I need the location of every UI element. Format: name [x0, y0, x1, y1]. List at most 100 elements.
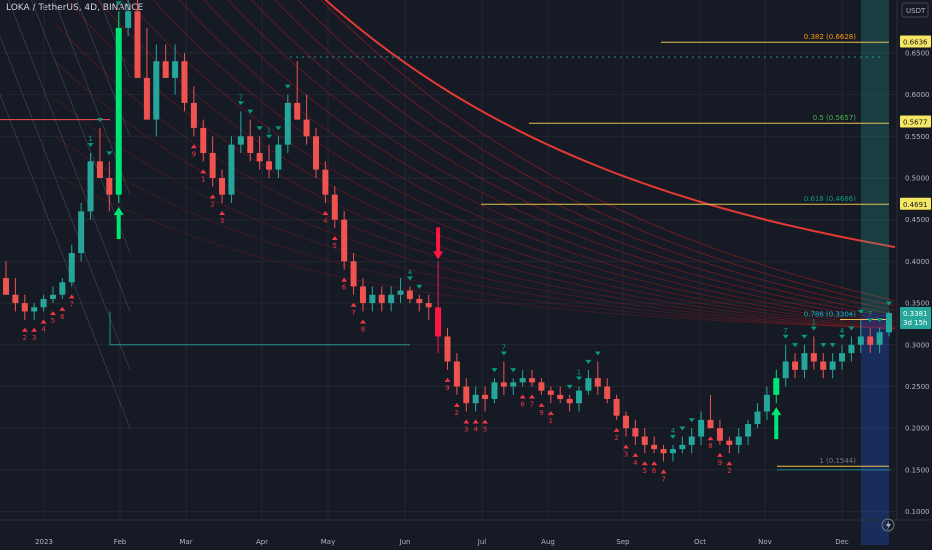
candle-body — [557, 394, 564, 400]
y-tick-label: 0.1000 — [905, 508, 930, 516]
ma-band-line-grey — [0, 94, 131, 429]
ma-band-line-grey — [53, 0, 131, 195]
sell-signal-marker — [68, 294, 75, 299]
candle-body — [651, 444, 658, 450]
signal-count-red: 7 — [70, 300, 74, 308]
candle-body — [669, 449, 676, 454]
x-tick-label: Aug — [541, 538, 555, 546]
sell-signal-marker — [209, 194, 216, 199]
signal-count-red: 5 — [333, 242, 337, 250]
buy-signal-marker — [247, 109, 254, 114]
signal-count-green: 7 — [239, 93, 243, 101]
candle-body — [397, 290, 404, 295]
candle-body — [87, 161, 94, 212]
buy-signal-marker — [406, 276, 413, 281]
big-buy-arrow — [116, 213, 121, 240]
candle-body — [754, 411, 761, 425]
signal-count-red: 6 — [652, 467, 657, 475]
signal-count-green: 4 — [671, 427, 676, 435]
buy-signal-marker — [857, 309, 864, 314]
ma-band-line — [54, 60, 896, 330]
candle-body — [190, 102, 197, 128]
ma-band-line — [178, 0, 896, 324]
candle-body — [153, 61, 160, 120]
buy-signal-marker — [810, 326, 817, 331]
candle-body — [40, 298, 47, 308]
candle-body — [200, 127, 207, 153]
ma-band-line — [54, 173, 896, 329]
countdown-text: 3d 15h — [903, 319, 927, 327]
y-tick-label: 0.3000 — [905, 341, 930, 349]
fibonacci-retracement: 0 (0.9770)0.236 (0.7829)0.382 (0.6628)0.… — [481, 33, 889, 467]
signal-count-green: 1 — [577, 369, 581, 377]
buy-signal-marker — [237, 101, 244, 106]
signal-count-red: 5 — [51, 317, 55, 325]
price-label-box — [900, 35, 931, 48]
candle-body — [547, 390, 554, 395]
ma-band-line — [97, 0, 896, 329]
signal-count-red: 6 — [60, 313, 65, 321]
y-tick-label: 0.4500 — [905, 216, 930, 224]
buy-signal-marker — [96, 117, 103, 122]
buy-signal-marker — [679, 426, 686, 431]
fib-level-label: 1 (0.1544) — [819, 457, 856, 465]
signal-count-green: 1 — [267, 127, 271, 135]
price-axis[interactable]: USDT 0.6500 0.6000 0.5500 0.5000 0.4500 0.4000… — [896, 0, 931, 520]
time-axis[interactable]: 2023 Feb Mar Apr May Jun Jul Aug Sep Oct Nov Dec — [0, 518, 932, 546]
buy-signal-marker — [585, 359, 592, 364]
ma-band-line — [274, 0, 896, 311]
y-tick-label: 0.4000 — [905, 258, 930, 266]
candle-body — [275, 144, 282, 170]
signal-count-red: 9 — [539, 409, 543, 417]
buy-signal-marker — [886, 301, 892, 306]
candle-body — [312, 136, 319, 170]
x-tick-label: Nov — [758, 538, 772, 546]
candle-body — [444, 336, 451, 362]
x-tick-label: Jul — [477, 538, 487, 546]
candle-body — [115, 27, 122, 195]
candle-body — [322, 169, 329, 195]
buy-signal-marker — [829, 343, 836, 348]
candle-body — [735, 436, 742, 445]
signal-count-green: 4 — [408, 268, 413, 276]
candle-body — [106, 178, 113, 195]
signal-count-red: 2 — [23, 334, 27, 342]
signal-count-red: 5 — [483, 426, 487, 434]
candle-body — [12, 294, 19, 304]
signal-count-red: 2 — [614, 434, 618, 442]
ma-band-line — [54, 23, 896, 330]
candle-body — [763, 394, 770, 412]
buy-signal-marker — [576, 376, 583, 381]
candle-body — [538, 382, 545, 391]
candle-body — [21, 303, 28, 312]
sell-signal-marker — [538, 402, 545, 407]
ma-band-line-grey — [31, 0, 131, 254]
price-label-text: 0.5677 — [903, 119, 928, 127]
candle-body — [792, 361, 799, 370]
sell-signal-marker — [40, 319, 47, 324]
stop-zone-box — [861, 313, 889, 545]
candle-body — [219, 178, 226, 195]
signal-count-red: 4 — [41, 325, 46, 333]
current-price-text: 0.3381 — [903, 310, 928, 318]
sell-signal-marker — [49, 311, 56, 316]
signal-count-green: 4 — [840, 327, 845, 335]
signal-count-red: 2 — [210, 200, 214, 208]
candle-body — [491, 382, 498, 400]
buy-signal-marker — [801, 334, 808, 339]
x-tick-label: 2023 — [35, 538, 53, 546]
price-label-text: 0.4691 — [903, 201, 928, 209]
candle-body — [209, 152, 216, 178]
candle-body — [632, 428, 639, 437]
candle-body — [143, 77, 150, 120]
candle-body — [341, 219, 348, 262]
buy-signal-marker — [416, 284, 423, 289]
signal-count-red: 2 — [727, 467, 731, 475]
candle-body — [406, 290, 413, 299]
candle-body — [585, 378, 592, 391]
big-buy-arrow-head — [771, 407, 782, 416]
sell-signal-marker — [190, 144, 197, 149]
candle-body — [660, 449, 667, 454]
sell-signal-marker — [651, 461, 658, 466]
